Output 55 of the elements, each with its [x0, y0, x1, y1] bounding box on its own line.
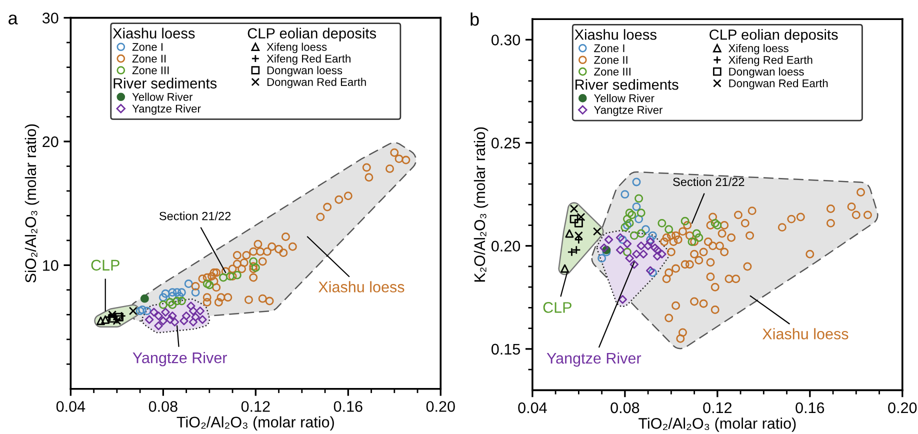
legend-label: Xifeng loess	[728, 44, 788, 54]
legend-label: Zone II	[594, 56, 628, 64]
x-tick-label: 0.08	[148, 401, 178, 412]
legend-label: Xifeng Red Earth	[728, 56, 812, 66]
y-axis-title: K₂O/Al₂O₃ (molar ratio)	[474, 127, 488, 282]
legend-label: Dongwan Red Earth	[267, 78, 366, 88]
x-tick-label: 0.20	[888, 402, 917, 414]
annotation: CLP	[543, 302, 572, 313]
x-tick-label: 0.20	[426, 401, 455, 412]
y-tick-label: 0.30	[492, 34, 520, 46]
annotation: CLP	[91, 260, 120, 271]
legend-label: Dongwan Red Earth	[729, 79, 828, 90]
y-axis-title: SiO₂/Al₂O₃ (molar ratio)	[24, 124, 40, 283]
annotation: Section 21/22	[159, 212, 231, 220]
y-tick-label: 10	[43, 260, 58, 271]
annotation: Yangtze River	[132, 352, 227, 366]
x-axis-title: TiO₂/Al₂O₃ (molar ratio)	[638, 418, 796, 432]
legend-label: Zone II	[132, 54, 166, 63]
x-tick-label: 0.16	[796, 402, 824, 414]
legend-label: Yangtze River	[132, 104, 201, 115]
annotation: CLP eolian deposits	[710, 29, 838, 43]
legend-label: Dongwan loess	[729, 67, 804, 78]
annotation: Xiashu loess	[318, 281, 404, 292]
y-tick-label: 0.25	[492, 138, 520, 148]
legend-label: Yellow River	[594, 94, 654, 102]
legend-label: Xifeng Red Earth	[266, 54, 350, 65]
y-tick-label: 0.20	[492, 240, 520, 252]
annotation: River sediments	[576, 79, 678, 90]
x-tick-label: 0.08	[610, 402, 640, 414]
legend-label: Zone III	[594, 68, 630, 76]
legend-label: Xifeng loess	[266, 42, 327, 54]
annotation: Xiashu loess	[574, 29, 656, 40]
y-tick-label: 20	[42, 136, 58, 148]
x-tick-label: 0.12	[703, 402, 732, 414]
legend-label: Yangtze River	[594, 106, 663, 116]
chart-title: b	[470, 12, 479, 26]
annotation: CLP eolian deposits	[248, 28, 376, 42]
x-tick-label: 0.04	[518, 402, 547, 414]
annotation: Xiashu loess	[762, 328, 848, 340]
legend-label: Zone I	[132, 43, 162, 51]
annotation: Yangtze River	[546, 352, 642, 367]
x-axis-title: TiO₂/Al₂O₃ (molar ratio)	[176, 416, 334, 431]
chart-title: a	[8, 14, 18, 24]
y-tick-label: 0.15	[492, 344, 520, 355]
x-tick-label: 0.16	[334, 401, 362, 412]
x-tick-label: 0.12	[241, 401, 270, 412]
legend-label: Dongwan loess	[267, 66, 342, 76]
legend-label: Zone I	[594, 44, 624, 52]
legend-label: Yellow River	[132, 92, 193, 101]
annotation: Xiashu loess	[112, 28, 195, 39]
legend-label: Zone III	[132, 66, 169, 74]
annotation: Section 21/22	[673, 177, 744, 186]
x-tick-label: 0.04	[56, 401, 86, 412]
annotation: River sediments	[114, 78, 217, 89]
y-tick-label: 30	[42, 12, 58, 24]
